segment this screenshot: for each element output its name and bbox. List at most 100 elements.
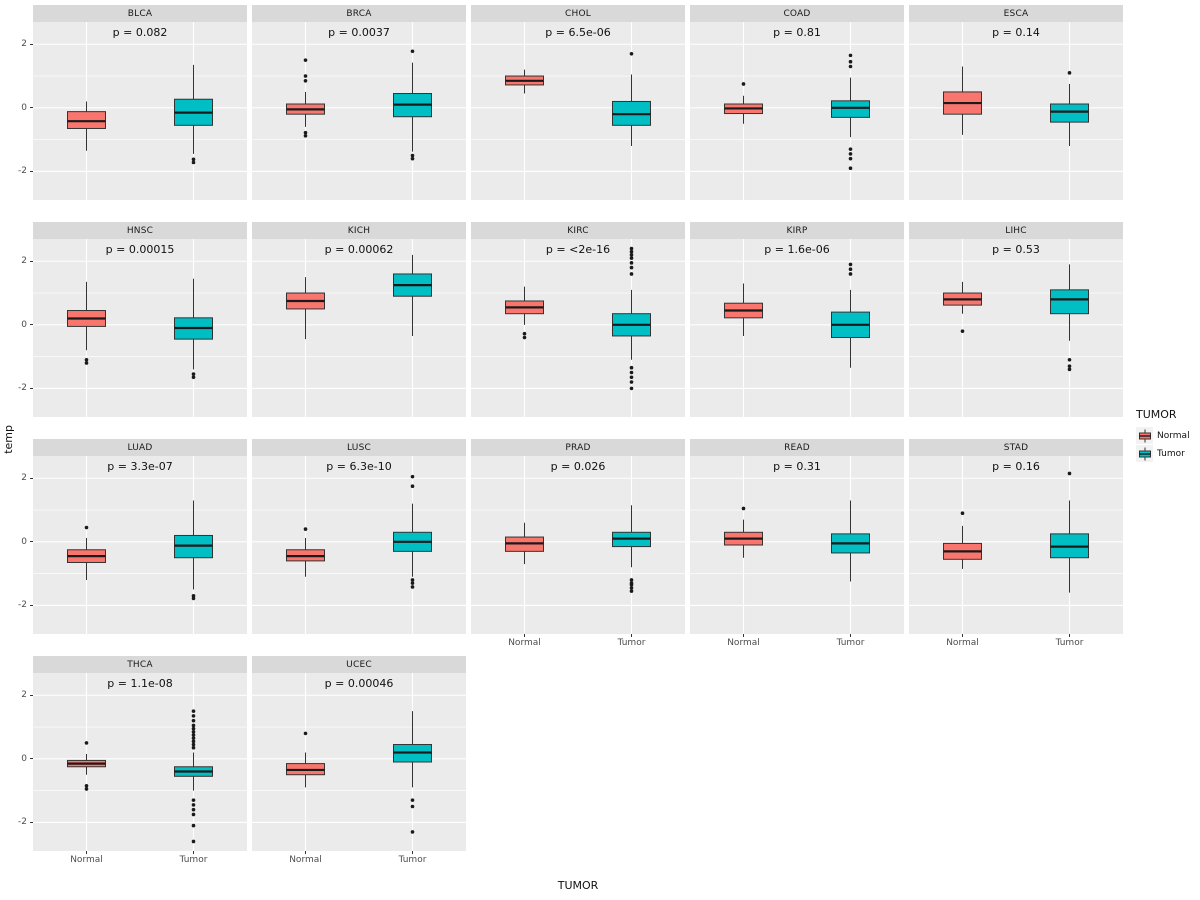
facet-strip-label: UCEC — [252, 656, 466, 673]
x-tick-mark — [86, 851, 87, 854]
x-tick-label: Normal — [70, 855, 103, 865]
legend-key-swatch — [1136, 445, 1153, 462]
y-axis-title-text: temp — [2, 424, 15, 454]
boxplot-tumor — [393, 474, 432, 589]
outlier-point — [1067, 367, 1072, 372]
panel-background — [471, 456, 685, 634]
p-value-label: p = 0.082 — [113, 26, 168, 39]
facet-panel: p = 0.00046 — [252, 673, 466, 851]
outlier-point — [191, 157, 196, 162]
outlier-point — [303, 527, 308, 531]
boxplot-normal — [505, 69, 544, 94]
outlier-point — [84, 784, 89, 788]
p-value-label: p = 0.00062 — [325, 243, 394, 256]
x-axis-area: Normal Tumor — [252, 851, 466, 873]
facet-panel: p = 1.6e-06 — [690, 239, 904, 417]
facet-strip-label: KICH — [252, 222, 466, 239]
x-tick-mark — [1069, 634, 1070, 637]
outlier-point — [191, 739, 196, 744]
facet-strip-label: BRCA — [252, 5, 466, 22]
facet-panel: p = 6.5e-06 — [471, 22, 685, 200]
y-tick-mark — [30, 107, 33, 109]
facet-strip-label: READ — [690, 439, 904, 456]
facet-kirp: KIRP p = 1.6e-06 — [690, 222, 904, 439]
boxplot-normal — [286, 731, 325, 788]
x-tick-mark — [412, 851, 413, 854]
facet-panel: p = 0.14 — [909, 22, 1123, 200]
boxplot-normal — [286, 527, 325, 577]
box — [831, 100, 870, 118]
legend-entry-tumor: Tumor — [1136, 445, 1190, 462]
y-tick-label: -2 — [18, 600, 27, 611]
outlier-point — [410, 581, 415, 585]
outlier-point — [191, 718, 196, 723]
boxplot-tumor — [1050, 71, 1089, 146]
panel-background — [909, 456, 1123, 634]
outlier-point — [848, 267, 853, 271]
facet-strip-label: KIRC — [471, 222, 685, 239]
boxplot-tumor — [1050, 471, 1089, 593]
panel-background — [471, 22, 685, 200]
outlier-point — [848, 166, 853, 171]
boxplot-normal — [67, 525, 106, 580]
facet-panel: p = 0.026 — [471, 456, 685, 634]
x-tick-mark — [193, 851, 194, 854]
outlier-point — [84, 741, 89, 745]
boxplot-normal — [943, 281, 982, 333]
outlier-point — [191, 823, 196, 828]
y-tick-label: 0 — [21, 536, 27, 547]
p-value-label: p = 0.14 — [992, 26, 1040, 39]
boxplot-tumor — [612, 51, 651, 146]
outlier-point — [191, 745, 196, 750]
p-value-label: p = 0.00015 — [106, 243, 175, 256]
boxplot-tumor — [831, 53, 870, 171]
facet-panel: p = 0.00062 — [252, 239, 466, 417]
legend-label: Tumor — [1157, 448, 1185, 459]
boxplot-normal — [724, 82, 763, 124]
outlier-point — [629, 253, 634, 257]
y-tick-label: 2 — [21, 473, 27, 484]
outlier-point — [629, 365, 634, 370]
y-tick-mark — [30, 43, 33, 45]
outlier-point — [629, 578, 634, 582]
panel-background — [909, 239, 1123, 417]
outlier-point — [191, 726, 196, 731]
outlier-point — [303, 731, 308, 736]
outlier-point — [191, 596, 196, 601]
p-value-label: p = 1.1e-08 — [107, 677, 172, 690]
facet-panel: p = <2e-16 — [471, 239, 685, 417]
outlier-point — [303, 133, 308, 138]
panel-background — [690, 456, 904, 634]
y-tick-mark — [30, 604, 33, 606]
facet-prad: PRAD p = 0.026 Normal Tumor — [471, 439, 685, 656]
y-tick-label: 2 — [21, 39, 27, 50]
panel-background — [471, 239, 685, 417]
outlier-point — [191, 709, 196, 713]
outlier-point — [741, 506, 746, 511]
outlier-point — [410, 804, 415, 809]
outlier-point — [848, 147, 853, 151]
facet-chol: CHOL p = 6.5e-06 — [471, 5, 685, 222]
y-axis-title: temp — [1, 5, 16, 873]
x-tick-mark — [305, 851, 306, 854]
x-axis-area: Normal Tumor — [909, 634, 1123, 656]
facet-panel: p = 1.1e-08 — [33, 673, 247, 851]
x-axis-area — [33, 417, 247, 439]
outlier-point — [629, 246, 634, 251]
p-value-label: p = 6.5e-06 — [545, 26, 610, 39]
panel-background — [690, 239, 904, 417]
x-tick-label: Normal — [508, 638, 541, 648]
boxplot-normal — [286, 277, 325, 340]
x-tick-mark — [743, 634, 744, 637]
boxplot-tumor — [1050, 264, 1089, 372]
outlier-point — [303, 130, 308, 135]
panel-background — [33, 239, 247, 417]
x-axis-area — [33, 634, 247, 656]
x-axis-area: Normal Tumor — [690, 634, 904, 656]
boxplot-tumor — [174, 500, 213, 601]
outlier-point — [410, 153, 415, 158]
outlier-point — [410, 578, 415, 582]
outlier-point — [303, 74, 308, 78]
facet-thca: THCA p = 1.1e-08 Normal Tumor -2 0 2 — [18, 656, 247, 873]
outlier-point — [84, 357, 89, 362]
